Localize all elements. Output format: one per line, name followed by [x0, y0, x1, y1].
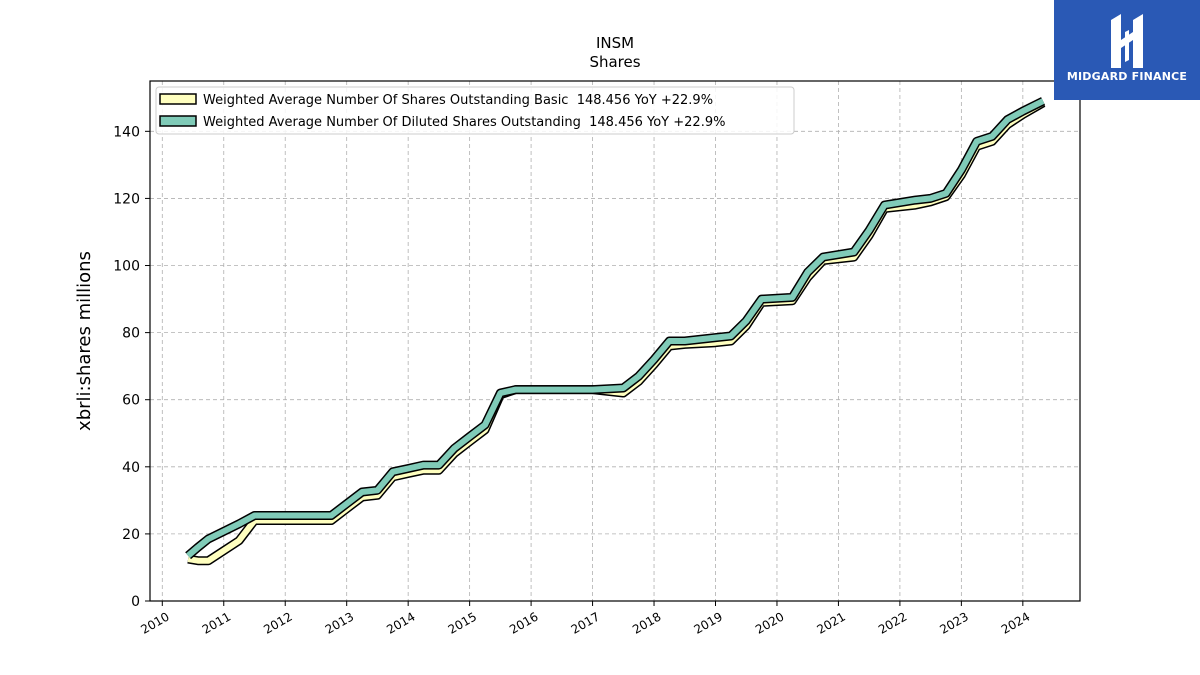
- legend-label-basic: Weighted Average Number Of Shares Outsta…: [203, 93, 713, 108]
- y-tick-label: 140: [113, 124, 140, 140]
- x-tick-label: 2014: [384, 609, 417, 636]
- x-tick-label: 2012: [261, 609, 294, 636]
- logo-text: MIDGARD FINANCE: [1066, 70, 1188, 83]
- x-tick-label: 2013: [323, 609, 356, 636]
- x-tick-label: 2017: [569, 609, 602, 636]
- x-tick-label: 2019: [692, 609, 725, 636]
- x-tick-label: 2020: [753, 609, 786, 636]
- series-line-1: [186, 98, 1045, 558]
- y-tick-label: 80: [122, 326, 140, 342]
- chart-title: INSM: [596, 34, 634, 52]
- y-tick-label: 120: [113, 191, 140, 207]
- y-tick-label: 20: [122, 527, 140, 543]
- x-tick-label: 2023: [937, 609, 970, 636]
- series-layer: [185, 97, 1046, 566]
- series-outline-0: [187, 98, 1046, 566]
- y-axis-label: xbrli:shares millions: [74, 251, 95, 431]
- y-tick-label: 60: [122, 393, 140, 409]
- y-tick-label: 100: [113, 259, 140, 275]
- y-axis: 0 20 40 60 80 100 120 140: [113, 124, 150, 610]
- x-tick-label: 2024: [999, 609, 1032, 636]
- series-line-0: [187, 100, 1045, 564]
- x-tick-label: 2010: [138, 609, 171, 636]
- legend-frame: [155, 86, 795, 135]
- x-axis: 2010 2011 2012 2013 2014 2015 2016 2017 2018 2019…: [138, 601, 1032, 637]
- x-tick-label: 2018: [630, 609, 663, 636]
- plot-frame: [149, 80, 1081, 602]
- x-tick-label: 2021: [814, 609, 847, 636]
- midgard-finance-logo: MIDGARD FINANCE: [1054, 0, 1200, 100]
- chart-subtitle: Shares: [589, 53, 640, 71]
- x-tick-label: 2011: [200, 609, 233, 636]
- x-tick-label: 2022: [876, 609, 909, 636]
- legend: Weighted Average Number Of Shares Outsta…: [155, 86, 795, 135]
- y-tick-label: 40: [122, 460, 140, 476]
- x-tick-label: 2015: [446, 609, 479, 636]
- legend-label-diluted: Weighted Average Number Of Diluted Share…: [203, 115, 725, 130]
- series-outline-1: [185, 97, 1046, 560]
- y-tick-label: 0: [131, 594, 140, 610]
- midgard-logo-icon: [1111, 14, 1143, 68]
- x-tick-label: 2016: [507, 609, 540, 636]
- legend-swatch-basic: [159, 93, 197, 105]
- legend-swatch-diluted: [159, 115, 197, 127]
